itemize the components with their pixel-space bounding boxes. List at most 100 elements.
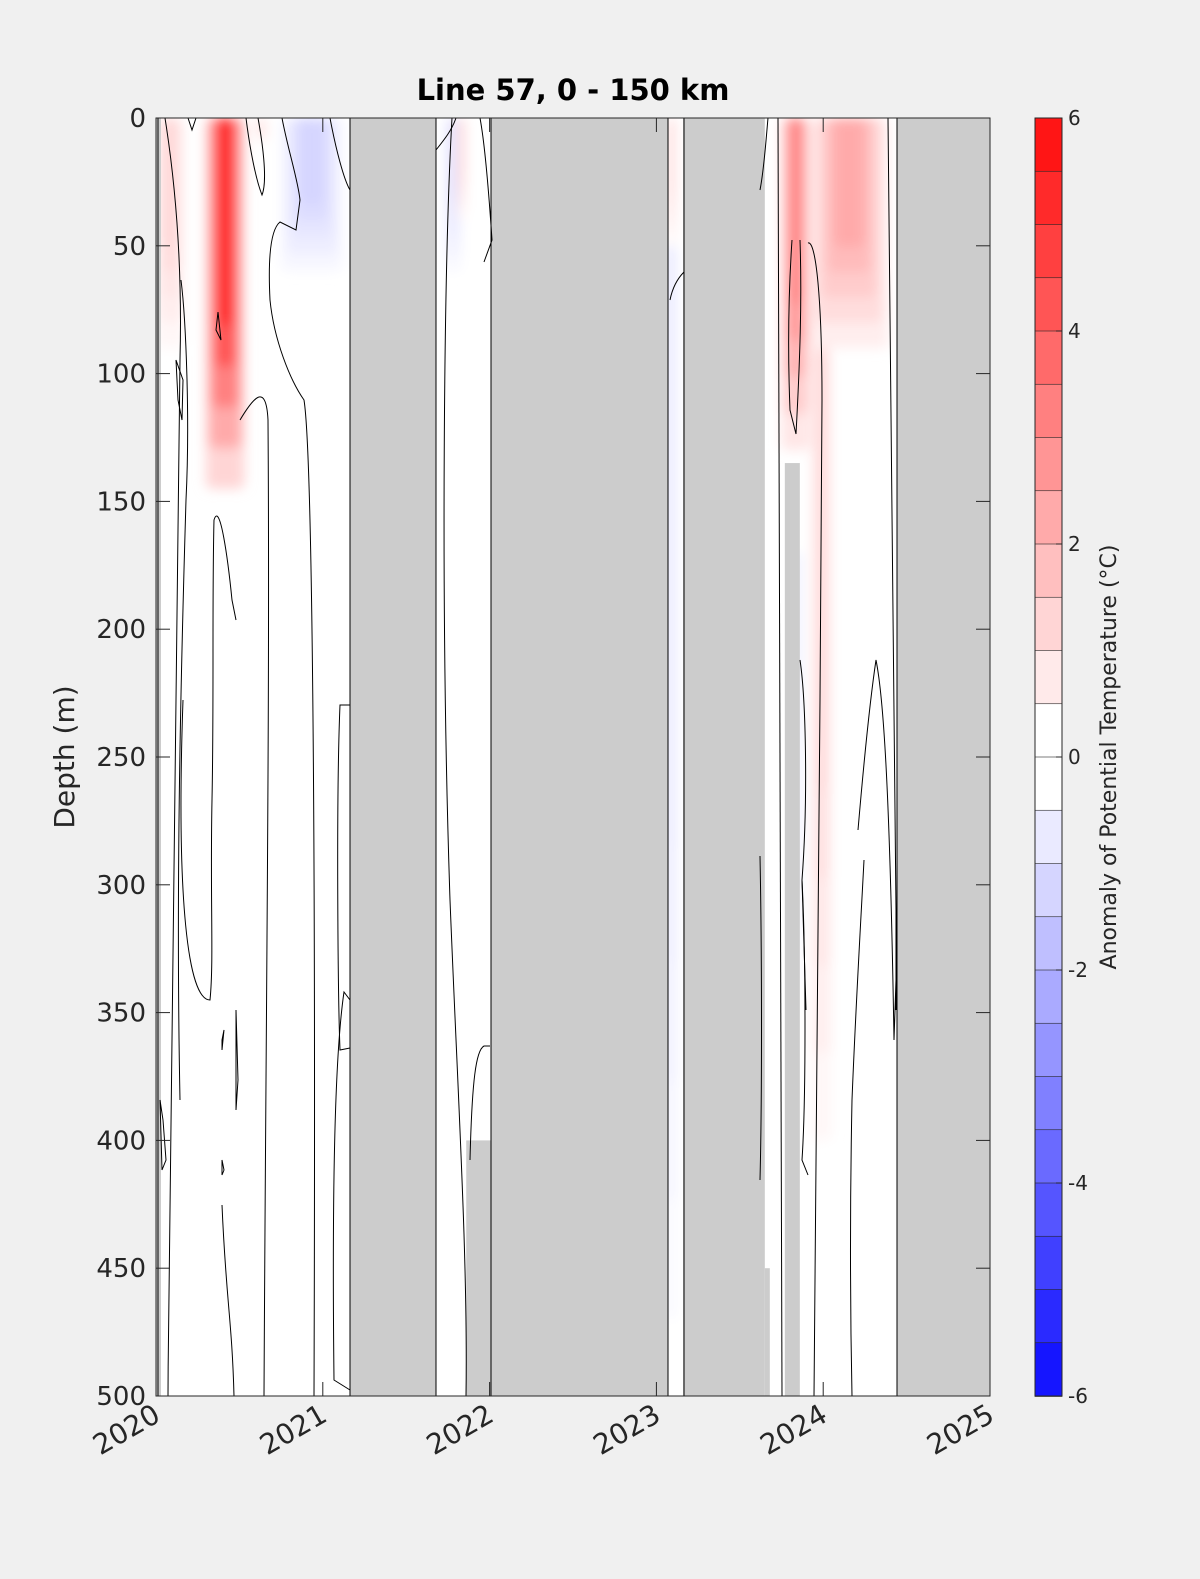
y-tick-label: 0 xyxy=(129,104,146,134)
colorbar-segment xyxy=(1034,916,1063,971)
anomaly-patch xyxy=(459,118,464,176)
x-tick-label: 2024 xyxy=(754,1397,832,1461)
anomaly-patch xyxy=(790,118,802,305)
colorbar-segment xyxy=(1034,863,1063,918)
anomaly-patch xyxy=(449,118,457,204)
anomaly-patch xyxy=(669,118,674,190)
colorbar-tick-label: 0 xyxy=(1068,745,1081,769)
x-tick-label: 2022 xyxy=(421,1397,499,1461)
colorbar-tick-label: -6 xyxy=(1068,1384,1088,1408)
zero-contour xyxy=(851,859,865,1101)
chart-title: Line 57, 0 - 150 km xyxy=(417,73,730,107)
no-data-block xyxy=(764,1268,770,1396)
colorbar-tick-label: 4 xyxy=(1068,319,1081,343)
zero-contour xyxy=(435,118,457,151)
colorbar-segment xyxy=(1034,1129,1063,1184)
y-tick-label: 50 xyxy=(113,232,146,262)
colorbar-segment xyxy=(1034,969,1063,1025)
zero-contour xyxy=(332,990,351,1391)
no-data-block xyxy=(349,118,437,1396)
colorbar-segment xyxy=(1034,170,1063,226)
colorbar-segment xyxy=(1034,277,1063,332)
zero-contour xyxy=(221,1029,225,1051)
y-tick-label: 150 xyxy=(96,487,146,517)
zero-contour xyxy=(175,359,184,421)
zero-contour xyxy=(221,1204,235,1396)
zero-contour xyxy=(239,396,270,1396)
y-tick-label: 350 xyxy=(96,999,146,1029)
zero-contour xyxy=(850,1099,853,1396)
colorbar-segment xyxy=(1034,437,1063,492)
colorbar-segment xyxy=(1034,650,1063,705)
colorbar-tick-label: 6 xyxy=(1068,106,1081,130)
zero-contour xyxy=(788,239,802,435)
no-data-block xyxy=(784,463,800,1396)
zero-contour xyxy=(235,1009,239,1111)
zero-contour xyxy=(807,242,823,1396)
zero-contour xyxy=(887,118,897,1010)
zero-contour xyxy=(443,118,467,1396)
y-axis: 0 50 100 150 200 250 300 350 400 450 500 xyxy=(96,104,990,1412)
colorbar-tick-label: -2 xyxy=(1068,958,1088,982)
zero-contour xyxy=(177,279,189,1101)
colorbar-segment xyxy=(1034,490,1063,545)
anomaly-patch xyxy=(817,348,826,792)
colorbar-segment xyxy=(1034,1022,1063,1078)
colorbar-segment xyxy=(1034,703,1063,758)
colorbar-segment xyxy=(1034,809,1063,865)
y-tick-label: 500 xyxy=(96,1382,146,1412)
y-tick-label: 300 xyxy=(96,871,146,901)
zero-contour xyxy=(759,118,769,191)
colorbar-segment xyxy=(1034,383,1063,439)
colorbar-segment xyxy=(1034,1289,1063,1344)
zero-contour xyxy=(777,118,783,1396)
colorbar-segment xyxy=(1034,1076,1063,1131)
zero-contour xyxy=(180,515,237,1001)
no-data-block xyxy=(466,1140,492,1396)
zero-contour xyxy=(479,118,493,263)
colorbar-segment xyxy=(1034,596,1063,652)
y-tick-label: 100 xyxy=(96,360,146,390)
anomaly-patch xyxy=(668,245,673,847)
zero-contour xyxy=(759,855,762,1181)
colorbar: 6 4 2 0 -2 -4 -6 xyxy=(1034,106,1088,1408)
no-data-block xyxy=(683,118,765,1396)
y-tick-label: 400 xyxy=(96,1126,146,1156)
zero-contour xyxy=(799,659,807,1011)
no-data-layer xyxy=(156,118,990,1396)
contour-layer xyxy=(157,118,898,1396)
y-tick-label: 450 xyxy=(96,1254,146,1284)
zero-contour xyxy=(221,1159,225,1176)
zero-contour xyxy=(669,271,685,301)
y-tick-label: 200 xyxy=(96,615,146,645)
colorbar-segment xyxy=(1034,1235,1063,1291)
colorbar-segment xyxy=(1034,1182,1063,1238)
anomaly-patch xyxy=(217,118,233,326)
zero-contour xyxy=(329,118,351,191)
zero-contour xyxy=(469,1045,490,1161)
colorbar-label: Anomaly of Potential Temperature (°C) xyxy=(1097,545,1122,970)
colorbar-segment xyxy=(1034,1342,1063,1397)
x-tick-label: 2025 xyxy=(921,1397,999,1461)
zero-contour xyxy=(215,311,222,341)
zero-contour xyxy=(245,118,266,197)
x-tick-label: 2021 xyxy=(254,1397,332,1461)
colorbar-tick-label: 2 xyxy=(1068,532,1081,556)
colorbar-segment xyxy=(1034,756,1063,812)
y-axis-label: Depth (m) xyxy=(48,685,81,828)
anomaly-patch xyxy=(164,118,176,247)
colorbar-tick-label: -4 xyxy=(1068,1171,1088,1195)
x-tick-label: 2023 xyxy=(588,1397,666,1461)
anomaly-patch xyxy=(833,118,865,247)
zero-contour xyxy=(801,879,809,1176)
y-tick-label: 250 xyxy=(96,743,146,773)
no-data-block xyxy=(896,118,990,1396)
zero-contour xyxy=(187,118,197,132)
zero-contour xyxy=(857,659,897,1041)
colorbar-segment xyxy=(1034,543,1063,599)
zero-contour xyxy=(268,118,316,1396)
anomaly-patch xyxy=(299,118,325,204)
no-data-block xyxy=(491,118,669,1396)
